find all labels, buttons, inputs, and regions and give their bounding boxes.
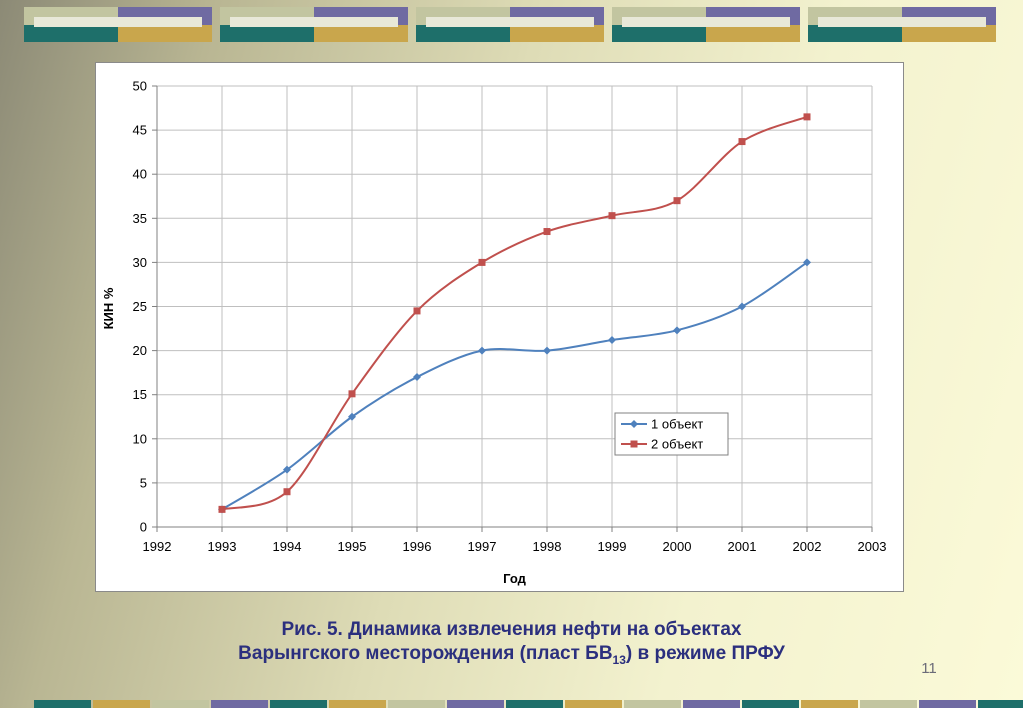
y-tick-label: 35 — [133, 211, 147, 226]
series-1-point — [478, 346, 486, 355]
x-tick-label: 1994 — [273, 539, 302, 554]
y-tick-label: 20 — [133, 343, 147, 358]
figure-caption: Рис. 5. Динамика извлечения нефти на объ… — [0, 618, 1023, 672]
bottom-tile — [742, 700, 799, 708]
y-tick-label: 15 — [133, 387, 147, 402]
y-tick-label: 10 — [133, 431, 147, 446]
top-tile-gold — [314, 25, 408, 42]
bottom-tile — [447, 700, 504, 708]
series-1-point — [348, 412, 356, 421]
bottom-tile — [270, 700, 327, 708]
top-tile-stripe — [230, 17, 398, 27]
x-tick-label: 2002 — [793, 539, 822, 554]
bottom-tile — [506, 700, 563, 708]
series-1-point — [738, 302, 746, 311]
bottom-tile — [801, 700, 858, 708]
caption-line-2: Варынгского месторождения (пласт БВ13) в… — [0, 642, 1023, 672]
top-tile-stripe — [34, 17, 202, 27]
series-2-point — [283, 488, 291, 496]
y-tick-label: 45 — [133, 123, 147, 138]
legend-marker-2 — [630, 440, 638, 448]
series-2-point — [803, 113, 811, 121]
top-tile-gold — [510, 25, 604, 42]
series-line-2 — [221, 115, 808, 511]
series-2-point — [738, 138, 746, 146]
y-tick-label: 0 — [140, 520, 147, 535]
series-1-point — [803, 258, 811, 267]
x-tick-label: 1992 — [143, 539, 172, 554]
legend-label-2: 2 объект — [651, 437, 703, 452]
bottom-tile — [978, 700, 1023, 708]
x-tick-label: 1993 — [208, 539, 237, 554]
top-tile-teal — [220, 25, 314, 42]
x-tick-label: 1997 — [468, 539, 497, 554]
chart-panel: 0 5 10 15 20 25 30 35 40 45 50 1992 1993 1994 1995 1996… — [95, 62, 904, 592]
legend-box — [614, 412, 729, 456]
series-2-point — [348, 390, 356, 398]
top-tile-teal — [808, 25, 902, 42]
x-tick-label: 1998 — [533, 539, 562, 554]
caption-line-1: Рис. 5. Динамика извлечения нефти на объ… — [281, 619, 742, 640]
y-axis-title: КИН % — [101, 287, 116, 329]
series-2-point — [413, 307, 421, 315]
top-tile-stripe — [818, 17, 986, 27]
top-tile-stripe — [426, 17, 594, 27]
caption-line-2-tail: ) в режиме ПРФУ — [625, 643, 785, 664]
top-tile-gold — [118, 25, 212, 42]
top-tile-teal — [612, 25, 706, 42]
y-tick-label: 50 — [133, 79, 147, 94]
series-1-point — [543, 346, 551, 355]
legend-marker-1 — [630, 420, 638, 428]
x-tick-label: 1996 — [403, 539, 432, 554]
bottom-tile — [329, 700, 386, 708]
caption-subscript: 13 — [612, 652, 626, 667]
series-1-point — [608, 336, 616, 345]
page-number: 11 — [921, 660, 937, 677]
bottom-tile — [388, 700, 445, 708]
x-tick-label: 2001 — [728, 539, 757, 554]
bottom-tile — [919, 700, 976, 708]
series-2-point — [478, 258, 486, 266]
series-2-point — [218, 505, 226, 513]
top-tile-stripe — [622, 17, 790, 27]
top-tile-gold — [706, 25, 800, 42]
bottom-tile — [34, 700, 91, 708]
y-tick-label: 5 — [140, 475, 147, 490]
y-tick-label: 30 — [133, 255, 147, 270]
line-chart: 0 5 10 15 20 25 30 35 40 45 50 1992 1993 1994 1995 1996… — [101, 79, 887, 587]
bottom-tile — [683, 700, 740, 708]
bottom-tile — [93, 700, 150, 708]
x-tick-label: 2000 — [663, 539, 692, 554]
series-2-point — [608, 212, 616, 220]
y-tick-label: 40 — [133, 167, 147, 182]
series-1-point — [413, 373, 421, 382]
legend-label-1: 1 объект — [651, 417, 703, 432]
series-1-point — [283, 465, 291, 474]
top-tile-teal — [24, 25, 118, 42]
bottom-tile — [152, 700, 209, 708]
bottom-tile — [565, 700, 622, 708]
x-tick-label: 2003 — [858, 539, 887, 554]
top-tile-teal — [416, 25, 510, 42]
series-1-point — [673, 326, 681, 335]
series-2-point — [673, 197, 681, 205]
caption-line-2-text: Варынгского месторождения (пласт БВ — [238, 643, 613, 664]
x-tick-label: 1999 — [598, 539, 627, 554]
top-tile-gold — [902, 25, 996, 42]
y-tick-label: 25 — [133, 299, 147, 314]
series-line-1 — [221, 261, 808, 511]
bottom-tile — [624, 700, 681, 708]
bottom-tile — [211, 700, 268, 708]
series-2-point — [543, 228, 551, 236]
x-axis-title: Год — [503, 571, 526, 586]
x-tick-label: 1995 — [338, 539, 367, 554]
bottom-tile — [860, 700, 917, 708]
